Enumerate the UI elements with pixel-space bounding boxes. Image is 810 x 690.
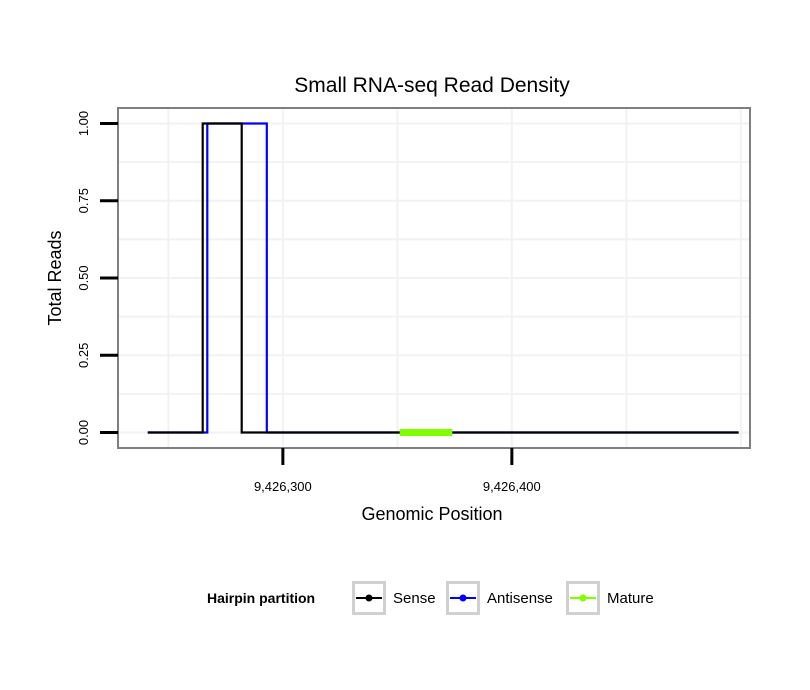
y-tick-label: 0.25 [76, 343, 91, 368]
x-axis-ticks: 9,426,300 9,426,400 [254, 448, 541, 494]
x-tick-label: 9,426,300 [254, 479, 312, 494]
y-axis-title: Total Reads [45, 230, 65, 325]
legend-label: Sense [393, 590, 436, 607]
y-tick-label: 1.00 [76, 111, 91, 136]
x-tick-label: 9,426,400 [483, 479, 541, 494]
y-tick-label: 0.50 [76, 265, 91, 290]
y-tick-label: 0.75 [76, 188, 91, 213]
y-tick-label: 0.00 [76, 420, 91, 445]
legend: Hairpin partition Sense Antisense Mature [207, 581, 654, 615]
grid-lines [118, 108, 750, 448]
series-layer [147, 122, 739, 436]
legend-key-point [579, 594, 587, 602]
legend-title: Hairpin partition [207, 590, 315, 606]
legend-label: Mature [607, 590, 654, 607]
chart-title: Small RNA-seq Read Density [294, 74, 570, 97]
legend-key-point [365, 594, 373, 602]
series-line-sense [147, 122, 739, 434]
y-axis-ticks: 0.00 0.25 0.50 0.75 1.00 [76, 111, 118, 445]
legend-key-point [459, 594, 467, 602]
legend-label: Antisense [487, 590, 553, 607]
x-axis-title: Genomic Position [361, 504, 502, 524]
